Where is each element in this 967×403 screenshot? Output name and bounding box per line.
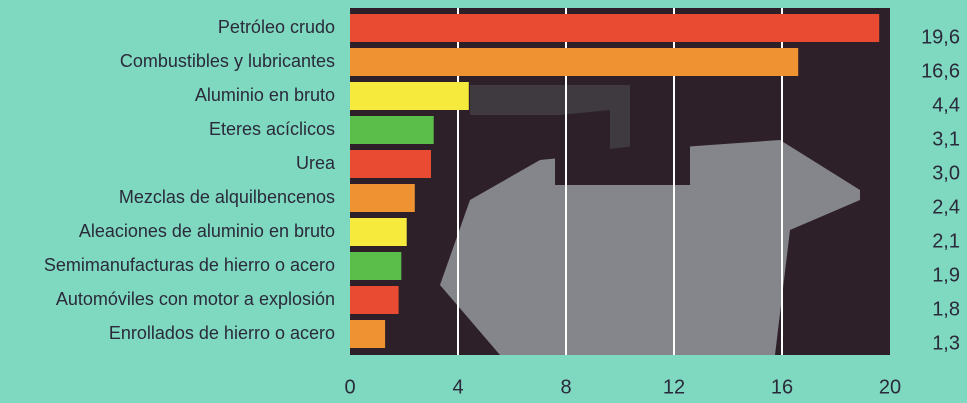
value-label: 19,6 bbox=[921, 26, 960, 48]
x-tick-label: 20 bbox=[879, 376, 901, 398]
category-label: Aluminio en bruto bbox=[195, 85, 335, 105]
x-tick-label: 4 bbox=[452, 376, 463, 398]
category-label: Aleaciones de aluminio en bruto bbox=[79, 221, 335, 241]
bar bbox=[350, 150, 431, 178]
bar bbox=[350, 184, 415, 212]
bar bbox=[350, 252, 402, 280]
x-tick-label: 8 bbox=[560, 376, 571, 398]
category-label: Urea bbox=[296, 153, 336, 173]
x-tick-label: 12 bbox=[663, 376, 685, 398]
value-label: 1,8 bbox=[932, 298, 960, 320]
bar bbox=[350, 14, 880, 42]
category-label: Mezclas de alquilbencenos bbox=[119, 187, 335, 207]
value-label: 1,9 bbox=[932, 264, 960, 286]
value-label: 16,6 bbox=[921, 60, 960, 82]
category-label: Automóviles con motor a explosión bbox=[56, 289, 335, 309]
category-label: Semimanufacturas de hierro o acero bbox=[44, 255, 335, 275]
category-label: Enrollados de hierro o acero bbox=[109, 323, 335, 343]
category-label: Eteres acíclicos bbox=[209, 119, 335, 139]
value-label: 1,3 bbox=[932, 332, 960, 354]
x-tick-label: 16 bbox=[771, 376, 793, 398]
category-label: Combustibles y lubricantes bbox=[120, 51, 335, 71]
value-label: 2,4 bbox=[932, 196, 960, 218]
bar bbox=[350, 48, 799, 76]
x-tick-label: 0 bbox=[344, 376, 355, 398]
ship-deck bbox=[470, 85, 630, 150]
ship-illustration bbox=[440, 85, 860, 355]
value-label: 2,1 bbox=[932, 230, 960, 252]
value-label: 3,1 bbox=[932, 128, 960, 150]
ship-shadow bbox=[555, 140, 690, 185]
value-label: 3,0 bbox=[932, 162, 960, 184]
bar bbox=[350, 320, 386, 348]
bar bbox=[350, 116, 434, 144]
value-label: 4,4 bbox=[932, 94, 960, 116]
category-label: Petróleo crudo bbox=[218, 17, 335, 37]
ship-hull bbox=[440, 140, 860, 355]
bar bbox=[350, 286, 399, 314]
bar bbox=[350, 218, 407, 246]
bar bbox=[350, 82, 469, 110]
